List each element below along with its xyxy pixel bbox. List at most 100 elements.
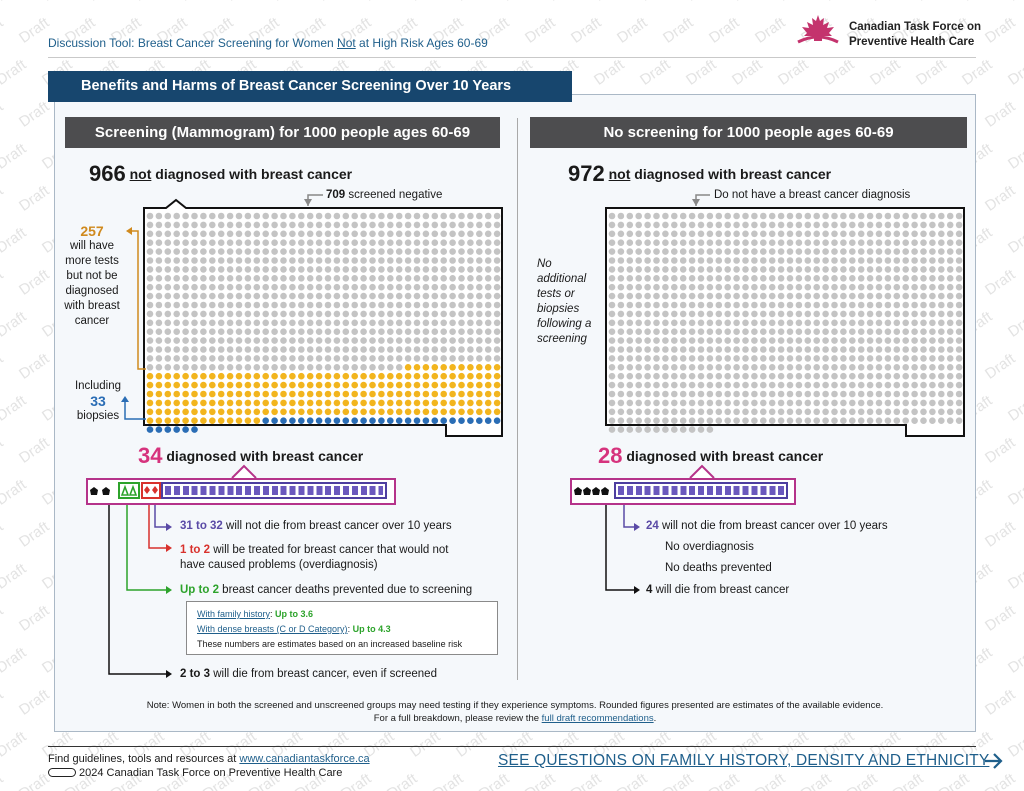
person-dot: [777, 355, 785, 362]
person-dot: [378, 283, 385, 291]
person-dot: [795, 372, 803, 380]
person-dot: [315, 266, 323, 273]
person-dot: [884, 408, 892, 416]
person-dot: [306, 239, 314, 246]
person-dot: [644, 239, 651, 246]
person-dot: [706, 266, 714, 273]
person-dot: [955, 346, 963, 353]
person-dot: [467, 257, 474, 264]
person-dot: [697, 212, 705, 220]
person-dot: [688, 275, 696, 282]
person-dot: [333, 257, 341, 264]
person-dot: [813, 417, 820, 424]
person-dot: [271, 310, 278, 318]
person-dot: [298, 390, 305, 398]
person-dot: [289, 399, 296, 407]
person-dot: [449, 372, 456, 380]
person-dot: [440, 355, 448, 362]
person-dot: [902, 248, 909, 255]
person-dot: [289, 221, 296, 229]
person-dot: [653, 301, 660, 309]
person-dot: [626, 381, 634, 389]
person-dot: [920, 248, 927, 255]
person-dot: [920, 390, 927, 398]
website-link[interactable]: www.canadiantaskforce.ca: [239, 753, 370, 765]
person-dot: [413, 390, 421, 398]
dense-breasts-link[interactable]: With dense breasts (C or D Category): [197, 624, 348, 634]
person-dot: [262, 337, 269, 344]
person-dot: [262, 408, 269, 416]
person-dot: [200, 257, 207, 264]
person-dot: [413, 319, 421, 327]
person-dot: [760, 364, 767, 371]
family-history-link[interactable]: With family history: [197, 609, 271, 619]
person-dot: [226, 328, 234, 335]
person-dot: [182, 283, 189, 291]
person-dot: [253, 381, 261, 389]
person-dot: [467, 319, 474, 327]
full-recommendations-link[interactable]: full draft recommendations: [541, 713, 654, 724]
person-dot: [902, 257, 909, 264]
person-dot: [653, 355, 660, 362]
person-dot: [217, 390, 225, 398]
person-dot: [893, 301, 901, 309]
person-dot: [235, 310, 243, 318]
person-dot: [866, 381, 874, 389]
person-dot: [324, 319, 332, 327]
person-dot: [706, 328, 714, 335]
person-dot: [884, 283, 892, 291]
person-dot: [493, 346, 501, 353]
arrow-right-icon[interactable]: [984, 750, 1004, 772]
person-dot: [191, 381, 198, 389]
person-dot: [209, 417, 216, 424]
person-dot: [289, 275, 296, 282]
person-dot: [626, 408, 634, 416]
person-dot: [938, 399, 945, 407]
person-dot: [378, 292, 385, 300]
person-dot: [706, 426, 714, 433]
person-dot: [146, 248, 154, 255]
person-dot: [351, 346, 358, 353]
person-dot: [493, 337, 501, 344]
person-dot: [938, 248, 945, 255]
person-dot: [289, 381, 296, 389]
right-diagnosed-line: 28 diagnosed with breast cancer: [598, 443, 824, 468]
person-dot: [857, 328, 865, 335]
person-dot: [306, 283, 314, 291]
person-dot: [413, 346, 421, 353]
person-dot: [697, 283, 705, 291]
person-dot: [635, 399, 642, 407]
person-dot: [476, 408, 483, 416]
person-dot: [857, 346, 865, 353]
person-dot: [955, 364, 963, 371]
person-dot: [662, 310, 669, 318]
person-dot: [626, 283, 634, 291]
person-dot: [662, 381, 669, 389]
person-dot: [413, 408, 421, 416]
person-dot: [786, 328, 794, 335]
person-dot: [644, 257, 651, 264]
person-dot: [786, 381, 794, 389]
person-dot: [733, 310, 740, 318]
person-dot: [849, 346, 856, 353]
person-dot: [476, 239, 483, 246]
person-dot: [306, 399, 314, 407]
person-dot: [884, 266, 892, 273]
person-dot: [226, 355, 234, 362]
person-dot: [493, 283, 501, 291]
person-dot: [253, 230, 261, 238]
family-history-questions-link[interactable]: SEE QUESTIONS ON FAMILY HISTORY, DENSITY…: [498, 752, 990, 769]
person-dot: [235, 248, 243, 255]
person-dot: [298, 310, 305, 318]
person-dot: [262, 292, 269, 300]
person-dot: [706, 399, 714, 407]
person-dot: [671, 372, 678, 380]
person-dot: [280, 355, 287, 362]
person-dot: [431, 257, 439, 264]
person-dot: [742, 337, 749, 344]
person-dot: [404, 417, 412, 424]
person-dot: [849, 372, 856, 380]
person-dot: [742, 372, 749, 380]
person-dot: [315, 355, 323, 362]
person-dot: [760, 292, 767, 300]
